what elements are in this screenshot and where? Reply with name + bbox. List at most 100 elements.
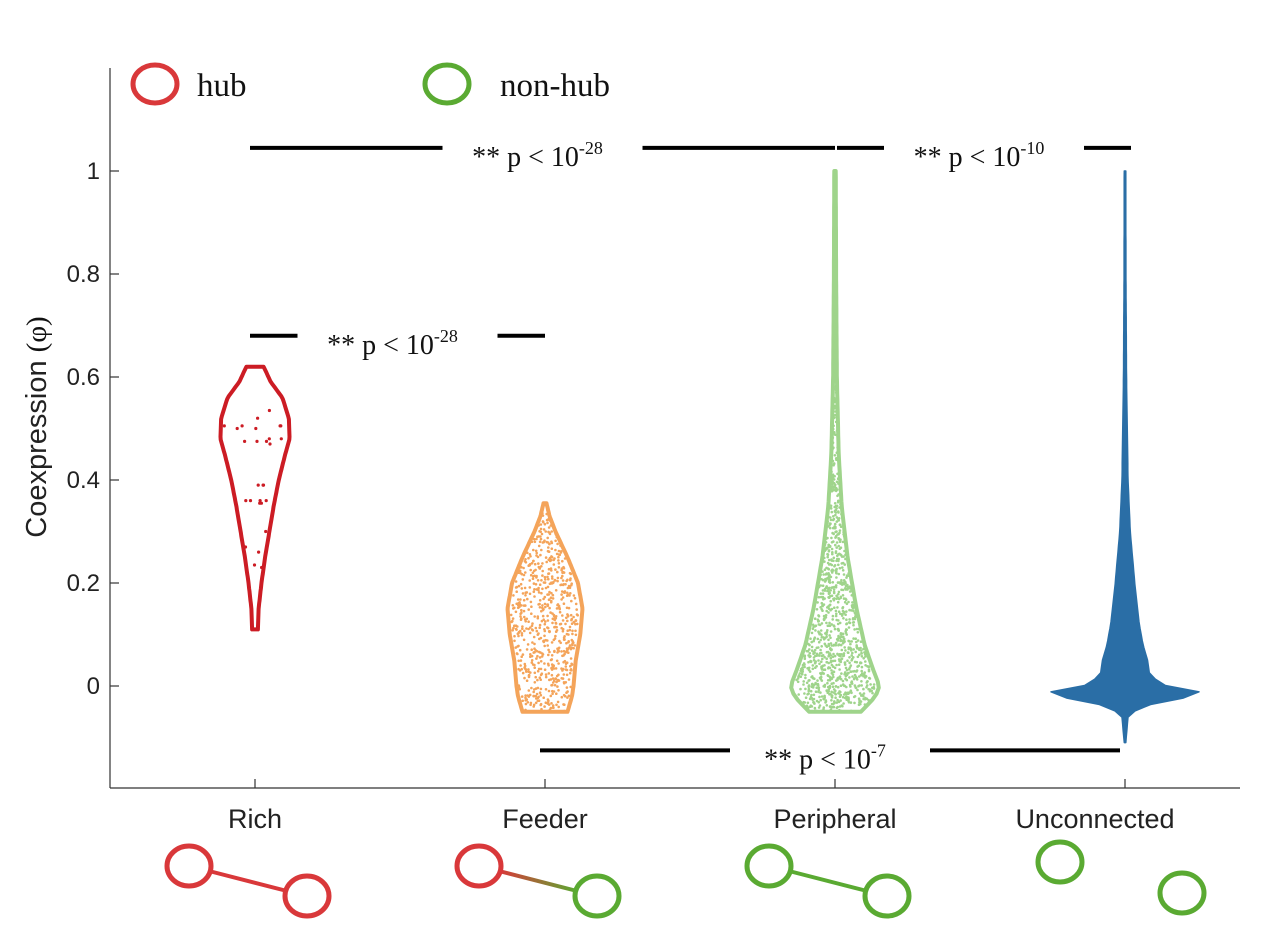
data-point xyxy=(548,559,552,563)
data-point xyxy=(519,572,522,575)
data-point xyxy=(845,602,849,606)
data-point xyxy=(532,651,535,654)
node-non-hub xyxy=(744,843,794,889)
data-point xyxy=(525,617,529,621)
data-point xyxy=(538,530,541,533)
data-point xyxy=(841,540,845,544)
data-point xyxy=(838,708,841,712)
data-point xyxy=(833,262,837,266)
data-point xyxy=(834,511,838,514)
data-point xyxy=(836,698,839,702)
data-point xyxy=(830,541,834,544)
data-point xyxy=(541,587,544,591)
data-point xyxy=(569,572,573,576)
data-point xyxy=(552,706,555,709)
data-point xyxy=(832,688,836,691)
data-point xyxy=(539,523,543,526)
data-point xyxy=(555,607,559,610)
data-point xyxy=(539,537,543,541)
data-point xyxy=(835,451,839,455)
data-point xyxy=(523,629,526,633)
y-tick-label: 0.4 xyxy=(67,467,100,494)
data-point xyxy=(538,583,542,586)
data-point xyxy=(546,644,549,647)
data-point xyxy=(536,579,540,582)
data-point xyxy=(834,337,837,341)
data-point xyxy=(565,668,569,672)
data-point xyxy=(835,520,839,523)
data-point xyxy=(550,540,553,543)
data-point xyxy=(816,601,819,604)
data-point xyxy=(556,570,559,574)
data-point xyxy=(524,561,528,564)
x-tick-label: Peripheral xyxy=(773,804,896,834)
data-point xyxy=(825,689,828,692)
data-point xyxy=(848,676,851,679)
data-point xyxy=(831,420,834,424)
data-point xyxy=(529,568,532,572)
data-point xyxy=(848,585,851,588)
data-point xyxy=(841,704,844,708)
data-point xyxy=(820,679,824,682)
data-point xyxy=(825,650,829,654)
data-point xyxy=(567,640,570,644)
data-point xyxy=(833,230,837,234)
data-point xyxy=(544,620,547,623)
data-point xyxy=(552,563,556,566)
data-point xyxy=(833,522,837,526)
data-point xyxy=(854,637,857,640)
data-point xyxy=(539,660,543,663)
data-point xyxy=(811,623,815,627)
data-point xyxy=(839,612,842,616)
data-point xyxy=(840,648,844,652)
data-point xyxy=(832,591,836,595)
data-point xyxy=(544,673,548,676)
data-point xyxy=(536,535,539,538)
data-point xyxy=(835,348,838,352)
data-point xyxy=(835,612,838,616)
data-point xyxy=(566,696,569,699)
data-point xyxy=(842,597,846,600)
data-point xyxy=(832,624,836,627)
data-point xyxy=(832,569,835,572)
data-point xyxy=(842,702,845,705)
data-point xyxy=(850,640,853,643)
data-point xyxy=(830,690,833,694)
data-point xyxy=(535,551,538,555)
data-point xyxy=(837,663,841,666)
data-point xyxy=(825,547,829,550)
data-point xyxy=(567,694,571,698)
data-point xyxy=(834,641,838,645)
data-point xyxy=(830,547,834,551)
data-point xyxy=(839,693,843,697)
data-point xyxy=(515,590,518,593)
data-point xyxy=(843,600,847,604)
data-point xyxy=(551,621,554,625)
data-point xyxy=(836,685,840,689)
data-point xyxy=(552,690,556,693)
data-point xyxy=(554,622,558,625)
data-point xyxy=(810,649,814,652)
data-point xyxy=(530,561,534,565)
data-point xyxy=(829,516,832,519)
data-point xyxy=(548,532,552,536)
data-point xyxy=(832,515,835,518)
data-point xyxy=(529,573,533,577)
data-point xyxy=(848,661,851,665)
data-point xyxy=(810,631,814,635)
data-point xyxy=(562,638,566,641)
data-point xyxy=(840,639,844,642)
data-point xyxy=(851,621,855,624)
data-point xyxy=(828,621,831,625)
data-point xyxy=(549,596,553,599)
data-point xyxy=(869,689,872,692)
data-point xyxy=(831,447,834,451)
data-point xyxy=(833,416,836,419)
data-point xyxy=(562,660,565,664)
data-point xyxy=(542,639,545,643)
data-point xyxy=(813,677,816,680)
data-point xyxy=(525,648,529,651)
data-point xyxy=(548,650,551,654)
data-point xyxy=(828,490,832,493)
data-point xyxy=(819,584,823,587)
